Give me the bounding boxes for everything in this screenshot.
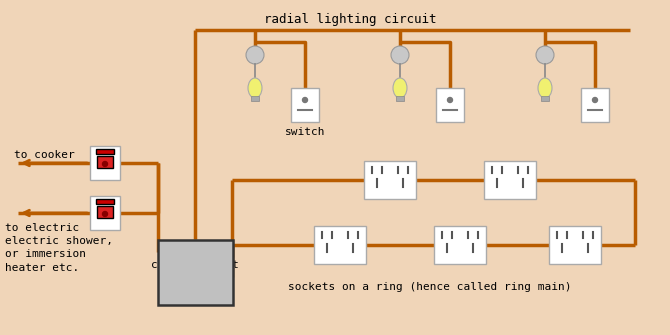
Circle shape <box>391 46 409 64</box>
FancyBboxPatch shape <box>97 156 113 168</box>
FancyBboxPatch shape <box>97 206 113 218</box>
FancyBboxPatch shape <box>157 240 232 305</box>
Circle shape <box>103 161 107 166</box>
FancyBboxPatch shape <box>364 161 416 199</box>
FancyBboxPatch shape <box>251 96 259 101</box>
Text: to electric
electric shower,
or immersion
heater etc.: to electric electric shower, or immersio… <box>5 223 113 273</box>
FancyBboxPatch shape <box>549 226 601 264</box>
Ellipse shape <box>393 78 407 98</box>
Text: to cooker: to cooker <box>14 150 75 160</box>
Circle shape <box>592 97 598 103</box>
FancyBboxPatch shape <box>436 88 464 122</box>
FancyBboxPatch shape <box>484 161 536 199</box>
Ellipse shape <box>538 78 552 98</box>
Circle shape <box>448 97 452 103</box>
Text: switch: switch <box>285 127 325 137</box>
Circle shape <box>246 46 264 64</box>
FancyBboxPatch shape <box>96 149 114 154</box>
FancyBboxPatch shape <box>541 96 549 101</box>
FancyBboxPatch shape <box>314 226 366 264</box>
Circle shape <box>302 97 308 103</box>
Text: consumer unit
(fuse box): consumer unit (fuse box) <box>151 260 239 284</box>
FancyBboxPatch shape <box>90 146 120 180</box>
Ellipse shape <box>248 78 262 98</box>
FancyBboxPatch shape <box>581 88 609 122</box>
Circle shape <box>103 211 107 216</box>
Circle shape <box>536 46 554 64</box>
FancyBboxPatch shape <box>434 226 486 264</box>
Text: radial lighting circuit: radial lighting circuit <box>264 13 436 26</box>
FancyBboxPatch shape <box>291 88 319 122</box>
FancyBboxPatch shape <box>90 196 120 230</box>
Text: sockets on a ring (hence called ring main): sockets on a ring (hence called ring mai… <box>288 282 572 292</box>
FancyBboxPatch shape <box>96 199 114 204</box>
FancyBboxPatch shape <box>396 96 404 101</box>
